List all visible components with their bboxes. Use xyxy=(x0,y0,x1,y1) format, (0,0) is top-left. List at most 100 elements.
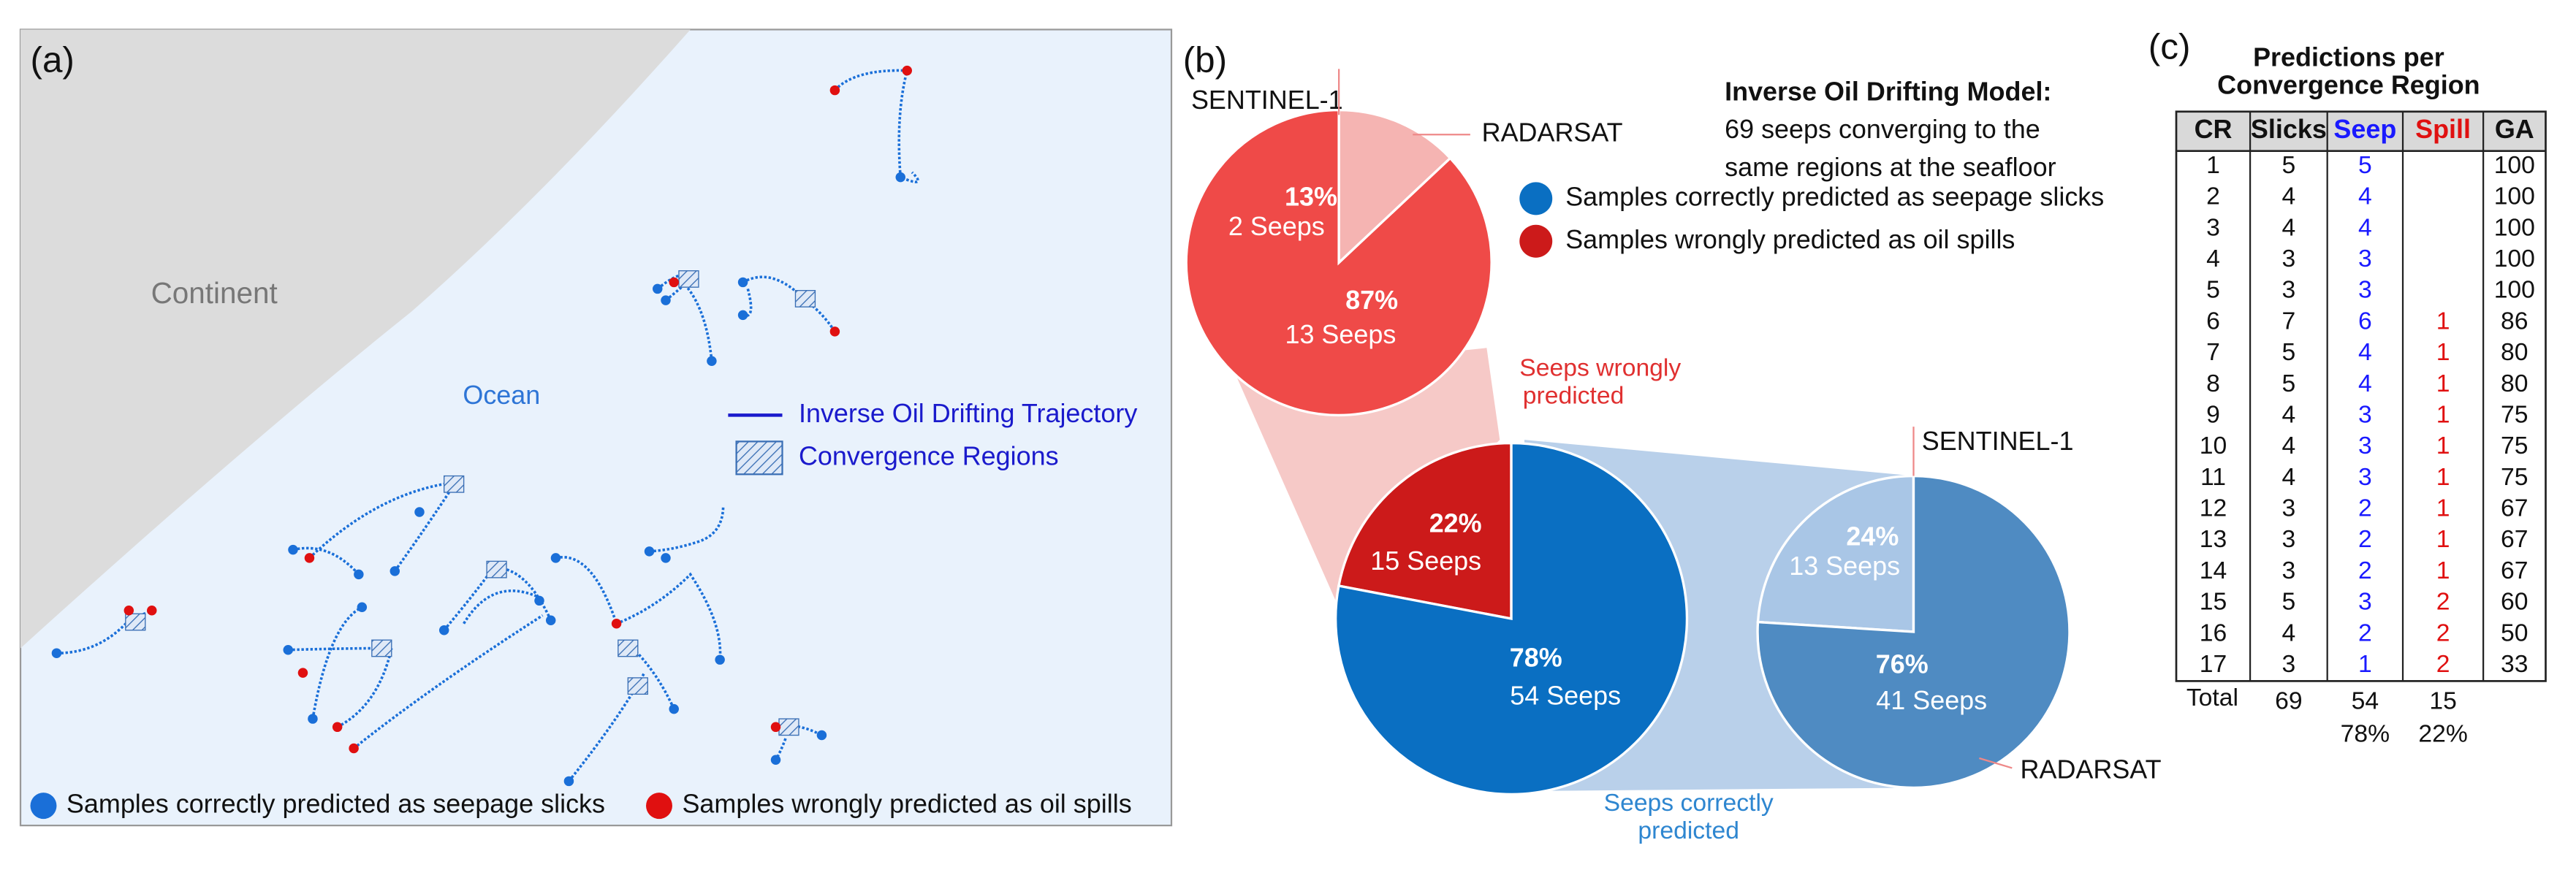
table-title: Predictions per xyxy=(2253,42,2444,72)
cell: 6 xyxy=(2206,307,2220,335)
cell: 1 xyxy=(2436,400,2450,428)
column-header: Spill xyxy=(2415,114,2471,144)
column-header: Slicks xyxy=(2251,114,2327,144)
legend-marker xyxy=(1519,182,1553,215)
cell: 4 xyxy=(2282,400,2296,428)
cell: 2 xyxy=(2436,588,2450,616)
cell: 17 xyxy=(2200,650,2227,678)
cell: 100 xyxy=(2494,151,2535,179)
cell: 5 xyxy=(2206,276,2220,304)
cell: 1 xyxy=(2436,557,2450,584)
cell: 2 xyxy=(2436,650,2450,678)
cell: 2 xyxy=(2358,525,2372,553)
cell: 4 xyxy=(2358,183,2372,210)
cell: 100 xyxy=(2494,276,2535,304)
subtitle: same regions at the seafloor xyxy=(1725,152,2056,182)
cell: 9 xyxy=(2206,400,2220,428)
cell: 3 xyxy=(2358,276,2372,304)
cell: 4 xyxy=(2282,432,2296,459)
pie-slice xyxy=(1337,441,1513,621)
panel-label: (a) xyxy=(31,39,75,80)
cell: 5 xyxy=(2282,588,2296,616)
ocean-label: Ocean xyxy=(463,380,540,410)
cell: 1 xyxy=(2436,463,2450,491)
legend-marker xyxy=(1519,224,1553,258)
cell: 100 xyxy=(2494,245,2535,272)
value-label: 78% xyxy=(1510,643,1562,673)
cell: 1 xyxy=(2436,370,2450,397)
cell: 16 xyxy=(2200,619,2227,646)
legend-label: Samples wrongly predicted as oil spills xyxy=(682,789,1131,819)
cell: 4 xyxy=(2358,213,2372,241)
category-label: Seeps correctly predicted xyxy=(1604,789,1774,844)
cell: 5 xyxy=(2282,151,2296,179)
value-label: 22% xyxy=(1429,508,1482,538)
cell: 1 xyxy=(2358,650,2372,678)
category-label: RADARSAT xyxy=(1482,118,1623,148)
cell: 6 xyxy=(2358,307,2372,335)
cell: 100 xyxy=(2494,213,2535,241)
cell: 15 xyxy=(2200,588,2227,616)
total-percent: 78% xyxy=(2341,719,2390,747)
trajectories xyxy=(51,65,920,787)
legend-label: Inverse Oil Drifting Trajectory xyxy=(799,398,1137,428)
cell: 3 xyxy=(2206,213,2220,241)
cell: 2 xyxy=(2358,557,2372,584)
cell: 3 xyxy=(2282,495,2296,522)
legend-label: Samples wrongly predicted as oil spills xyxy=(1565,224,2015,254)
cell: 2 xyxy=(2436,619,2450,646)
legend-swatch xyxy=(735,440,783,476)
sublabel: 13 Seeps xyxy=(1285,319,1396,349)
cell: 13 xyxy=(2200,525,2227,553)
table-border xyxy=(2175,110,2547,682)
sublabel: 13 Seeps xyxy=(1789,551,1900,581)
cell: 4 xyxy=(2282,183,2296,210)
total-value: 15 xyxy=(2429,687,2456,715)
cell: 60 xyxy=(2501,588,2528,616)
cell: 50 xyxy=(2501,619,2528,646)
cell: 80 xyxy=(2501,338,2528,366)
total-label: Total xyxy=(2186,684,2238,711)
leader-line xyxy=(1979,757,2013,769)
pie-slice xyxy=(1185,108,1493,417)
cell: 12 xyxy=(2200,495,2227,522)
cell: 8 xyxy=(2206,370,2220,397)
cell: 67 xyxy=(2501,557,2528,584)
pie-slice xyxy=(1334,441,1689,796)
category-label: Seeps wrongly predicted xyxy=(1519,354,1681,409)
column-header: CR xyxy=(2195,114,2233,144)
column-header: GA xyxy=(2495,114,2534,144)
continent-label: Continent xyxy=(151,276,278,310)
cell: 33 xyxy=(2501,650,2528,678)
total-percent: 22% xyxy=(2418,719,2467,747)
value-label: 76% xyxy=(1876,649,1929,679)
legend: Samples correctly predicted as seepage s… xyxy=(1519,181,2104,258)
cell: 75 xyxy=(2501,400,2528,428)
cell: 4 xyxy=(2282,213,2296,241)
total-value: 54 xyxy=(2352,687,2379,715)
cell: 3 xyxy=(2282,650,2296,678)
cell: 1 xyxy=(2436,495,2450,522)
value-label: 13% xyxy=(1285,181,1337,211)
cell: 14 xyxy=(2200,557,2227,584)
cell: 1 xyxy=(2436,525,2450,553)
total-value: 69 xyxy=(2275,687,2302,715)
cell: 3 xyxy=(2282,557,2296,584)
continent xyxy=(20,29,691,649)
value-label: 87% xyxy=(1345,285,1398,315)
cell: 2 xyxy=(2358,495,2372,522)
cell: 1 xyxy=(2436,338,2450,366)
title: Inverse Oil Drifting Model: xyxy=(1725,77,2051,107)
cell: 3 xyxy=(2282,245,2296,272)
pie-slice xyxy=(1756,474,1915,633)
cell: 11 xyxy=(2200,463,2226,491)
sublabel: 15 Seeps xyxy=(1370,546,1481,576)
cell: 1 xyxy=(2206,151,2220,179)
cell: 1 xyxy=(2436,307,2450,335)
cell: 7 xyxy=(2282,307,2296,335)
sublabel: 54 Seeps xyxy=(1510,680,1621,710)
cell: 4 xyxy=(2358,370,2372,397)
sublabel: 2 Seeps xyxy=(1228,211,1325,241)
sublabel: 41 Seeps xyxy=(1876,685,1987,715)
